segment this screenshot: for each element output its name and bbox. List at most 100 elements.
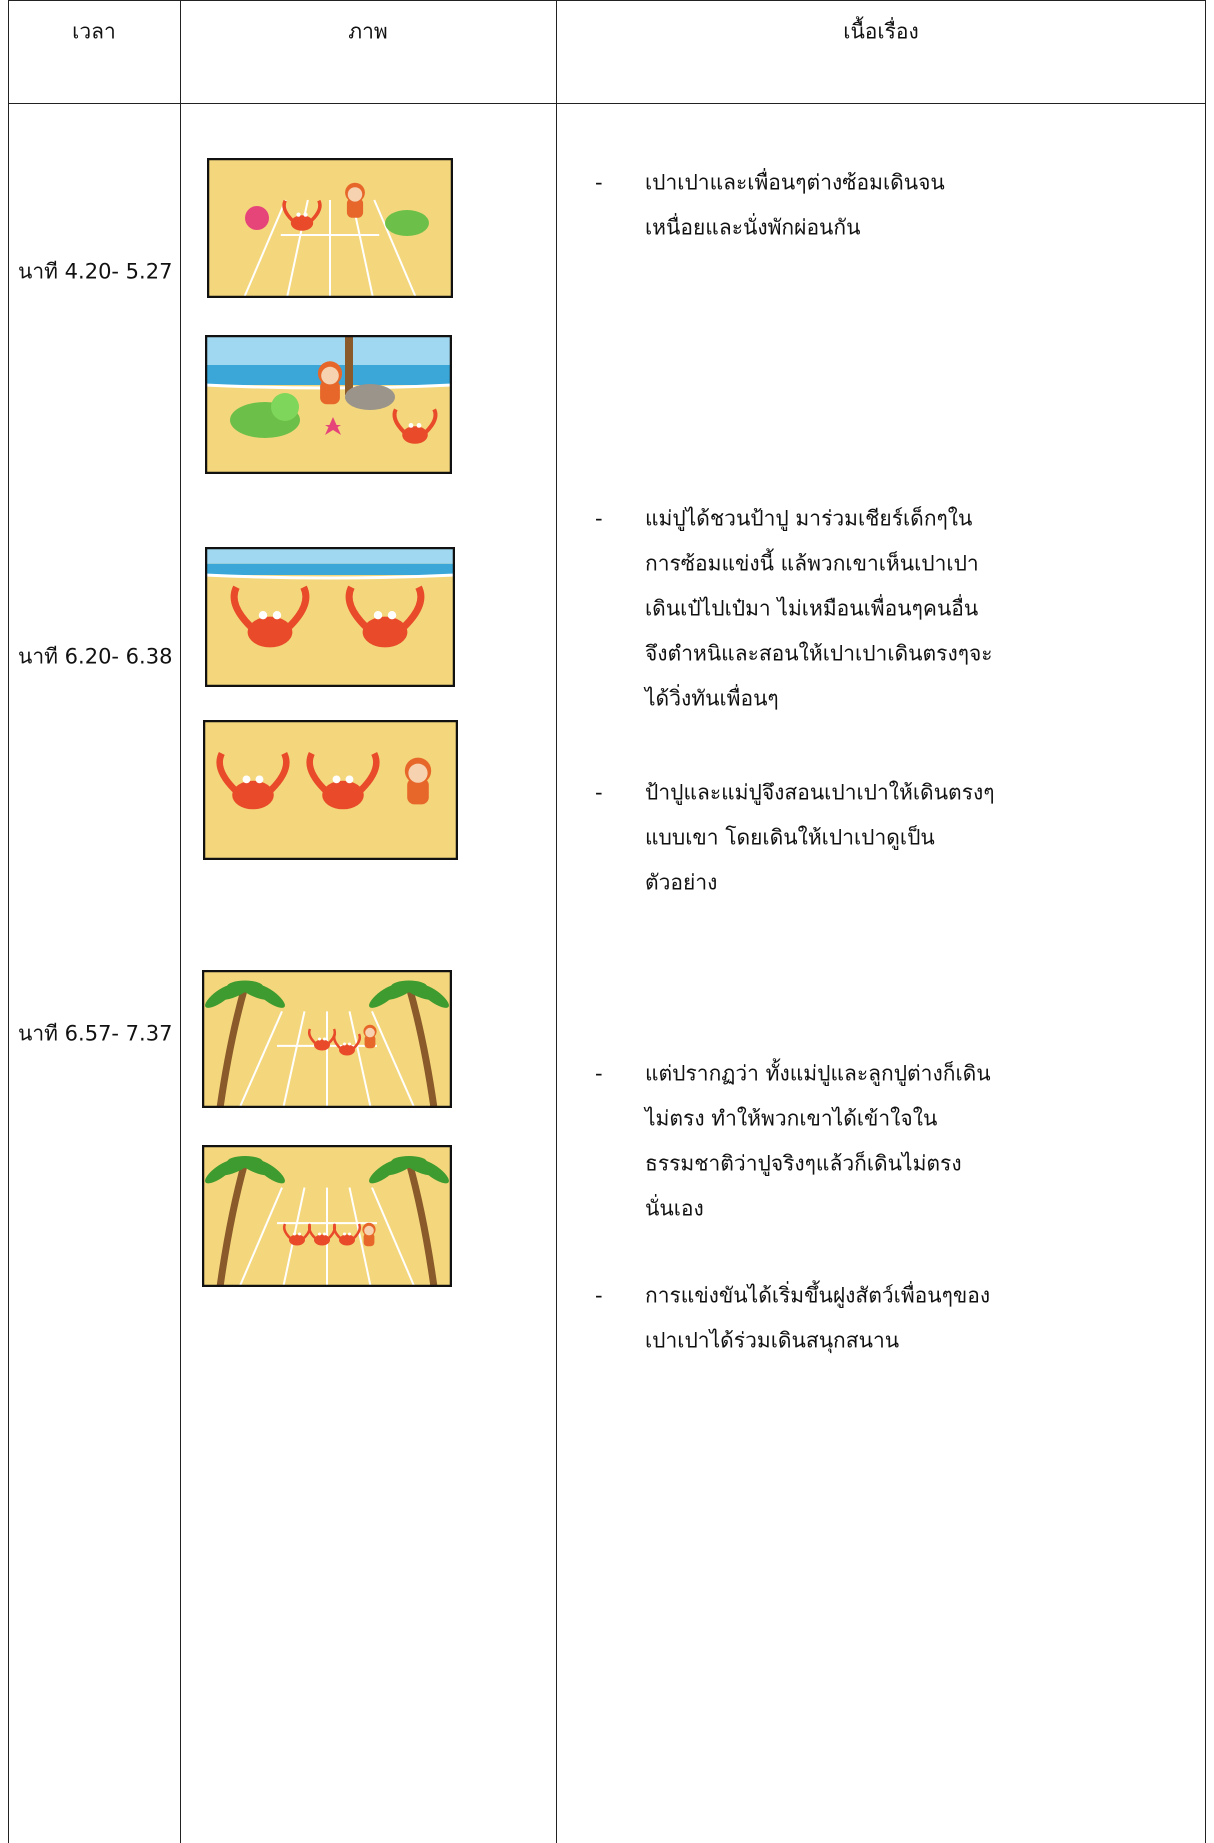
shape xyxy=(348,1042,351,1046)
frame xyxy=(207,158,453,298)
story-line: ตัวอย่าง xyxy=(645,870,718,895)
story-line: แต่ปรากฏว่า ทั้งแม่ปูและลูกปูต่างก็เดิน xyxy=(645,1061,991,1086)
palm-trunk xyxy=(216,985,249,1108)
shape xyxy=(332,775,341,784)
shape xyxy=(307,1028,316,1044)
shape xyxy=(298,1232,301,1236)
shape xyxy=(408,423,414,428)
palm-leaf xyxy=(418,984,449,1008)
shape xyxy=(247,616,293,648)
shape xyxy=(289,1234,305,1246)
shape xyxy=(258,611,268,620)
shape xyxy=(321,366,339,385)
shape xyxy=(416,423,422,428)
shape xyxy=(364,1035,376,1049)
illustration xyxy=(207,158,453,298)
shape xyxy=(358,751,380,793)
illustration xyxy=(205,547,455,687)
palm-leaf xyxy=(254,1160,285,1184)
table-top-border xyxy=(8,0,1206,1)
lane-line xyxy=(238,1010,283,1108)
shape xyxy=(345,585,368,629)
story-line: เดินเป๋ไปเป๋มา ไม่เหมือนเพื่อนๆคนอื่น xyxy=(645,596,979,621)
header-border xyxy=(8,103,1206,104)
bullet-marker: - xyxy=(595,506,603,531)
shape xyxy=(343,1232,346,1236)
shape xyxy=(332,1033,341,1049)
shape xyxy=(293,1232,296,1236)
shape xyxy=(318,1232,321,1236)
shape xyxy=(407,778,429,805)
shape xyxy=(345,335,353,395)
frame xyxy=(202,970,452,1108)
shape xyxy=(205,573,455,580)
shape xyxy=(353,1033,362,1049)
bullet-marker: - xyxy=(595,1283,603,1308)
story-line: จึงตำหนิและสอนให้เปาเปาเดินตรงๆจะ xyxy=(645,641,993,666)
illustration xyxy=(203,720,458,860)
shape xyxy=(323,1037,326,1041)
lane-line xyxy=(371,1187,416,1287)
shape xyxy=(424,408,438,434)
shape xyxy=(322,780,364,810)
shape xyxy=(287,585,310,629)
shape xyxy=(339,1044,355,1056)
story-line: แบบเขา โดยเดินให้เปาเปาดูเป็น xyxy=(645,825,935,850)
story-line: แม่ปูได้ชวนป้าปู มาร่วมเชียร์เด็กๆใน xyxy=(645,506,973,531)
column-border xyxy=(556,0,557,1843)
shape xyxy=(364,1225,374,1236)
palm-trunk xyxy=(405,1161,438,1287)
shape xyxy=(345,775,354,784)
palm-leaf xyxy=(418,1160,449,1184)
lane-line xyxy=(371,1010,416,1108)
story-line: ไม่ตรง ทำให้พวกเขาได้เข้าใจใน xyxy=(645,1106,938,1131)
bullet-marker: - xyxy=(595,170,603,195)
header-cell: ภาพ xyxy=(348,19,388,44)
shape xyxy=(387,611,397,620)
palm-trunk xyxy=(216,1161,249,1287)
shape xyxy=(408,763,428,783)
shape xyxy=(314,1039,330,1051)
bullet-marker: - xyxy=(595,780,603,805)
story-line: นั่นเอง xyxy=(645,1196,704,1221)
lane-line xyxy=(348,1187,372,1287)
shape xyxy=(272,611,282,620)
shape xyxy=(346,198,364,218)
shape xyxy=(343,1042,346,1046)
story-line: การแข่งขันได้เริ่มขึ้นฝูงสัตว์เพื่อนๆของ xyxy=(645,1283,991,1308)
shape xyxy=(318,1037,321,1041)
shape xyxy=(282,199,294,222)
palm-trunk xyxy=(405,985,438,1108)
lane-line xyxy=(282,1011,306,1108)
illustration xyxy=(202,1145,452,1287)
shape xyxy=(320,380,340,405)
shape xyxy=(402,585,425,629)
shape xyxy=(296,212,301,217)
sky xyxy=(205,335,452,365)
frame xyxy=(202,1145,452,1287)
story-line: เหนื่อยและนั่งพักผ่อนกัน xyxy=(645,215,861,240)
shape xyxy=(323,1232,326,1236)
bullet-marker: - xyxy=(595,1061,603,1086)
shape xyxy=(268,751,290,793)
lane-line xyxy=(242,199,287,298)
shape xyxy=(362,616,408,648)
shape xyxy=(347,187,363,202)
shape xyxy=(402,426,428,444)
shape xyxy=(307,1223,316,1239)
palm-leaf xyxy=(254,984,285,1008)
story-line: ธรรมชาติว่าปูจริงๆแล้วก็เดินไม่ตรง xyxy=(645,1151,962,1176)
story-line: ป้าปูและแม่ปูจึงสอนเปาเปาให้เดินตรงๆ xyxy=(645,780,995,805)
shape xyxy=(271,393,299,421)
shape xyxy=(332,1223,341,1239)
column-border xyxy=(180,0,181,1843)
shape xyxy=(345,384,395,410)
shape xyxy=(392,408,406,434)
column-border xyxy=(1205,0,1206,1843)
shape xyxy=(290,215,314,231)
column-border xyxy=(8,0,9,1843)
shape xyxy=(232,780,274,810)
story-line: การซ้อมแข่งนี้ แล้พวกเขาเห็นเปาเปา xyxy=(645,551,979,576)
story-line: ได้วิ่งทันเพื่อนๆ xyxy=(645,686,779,711)
